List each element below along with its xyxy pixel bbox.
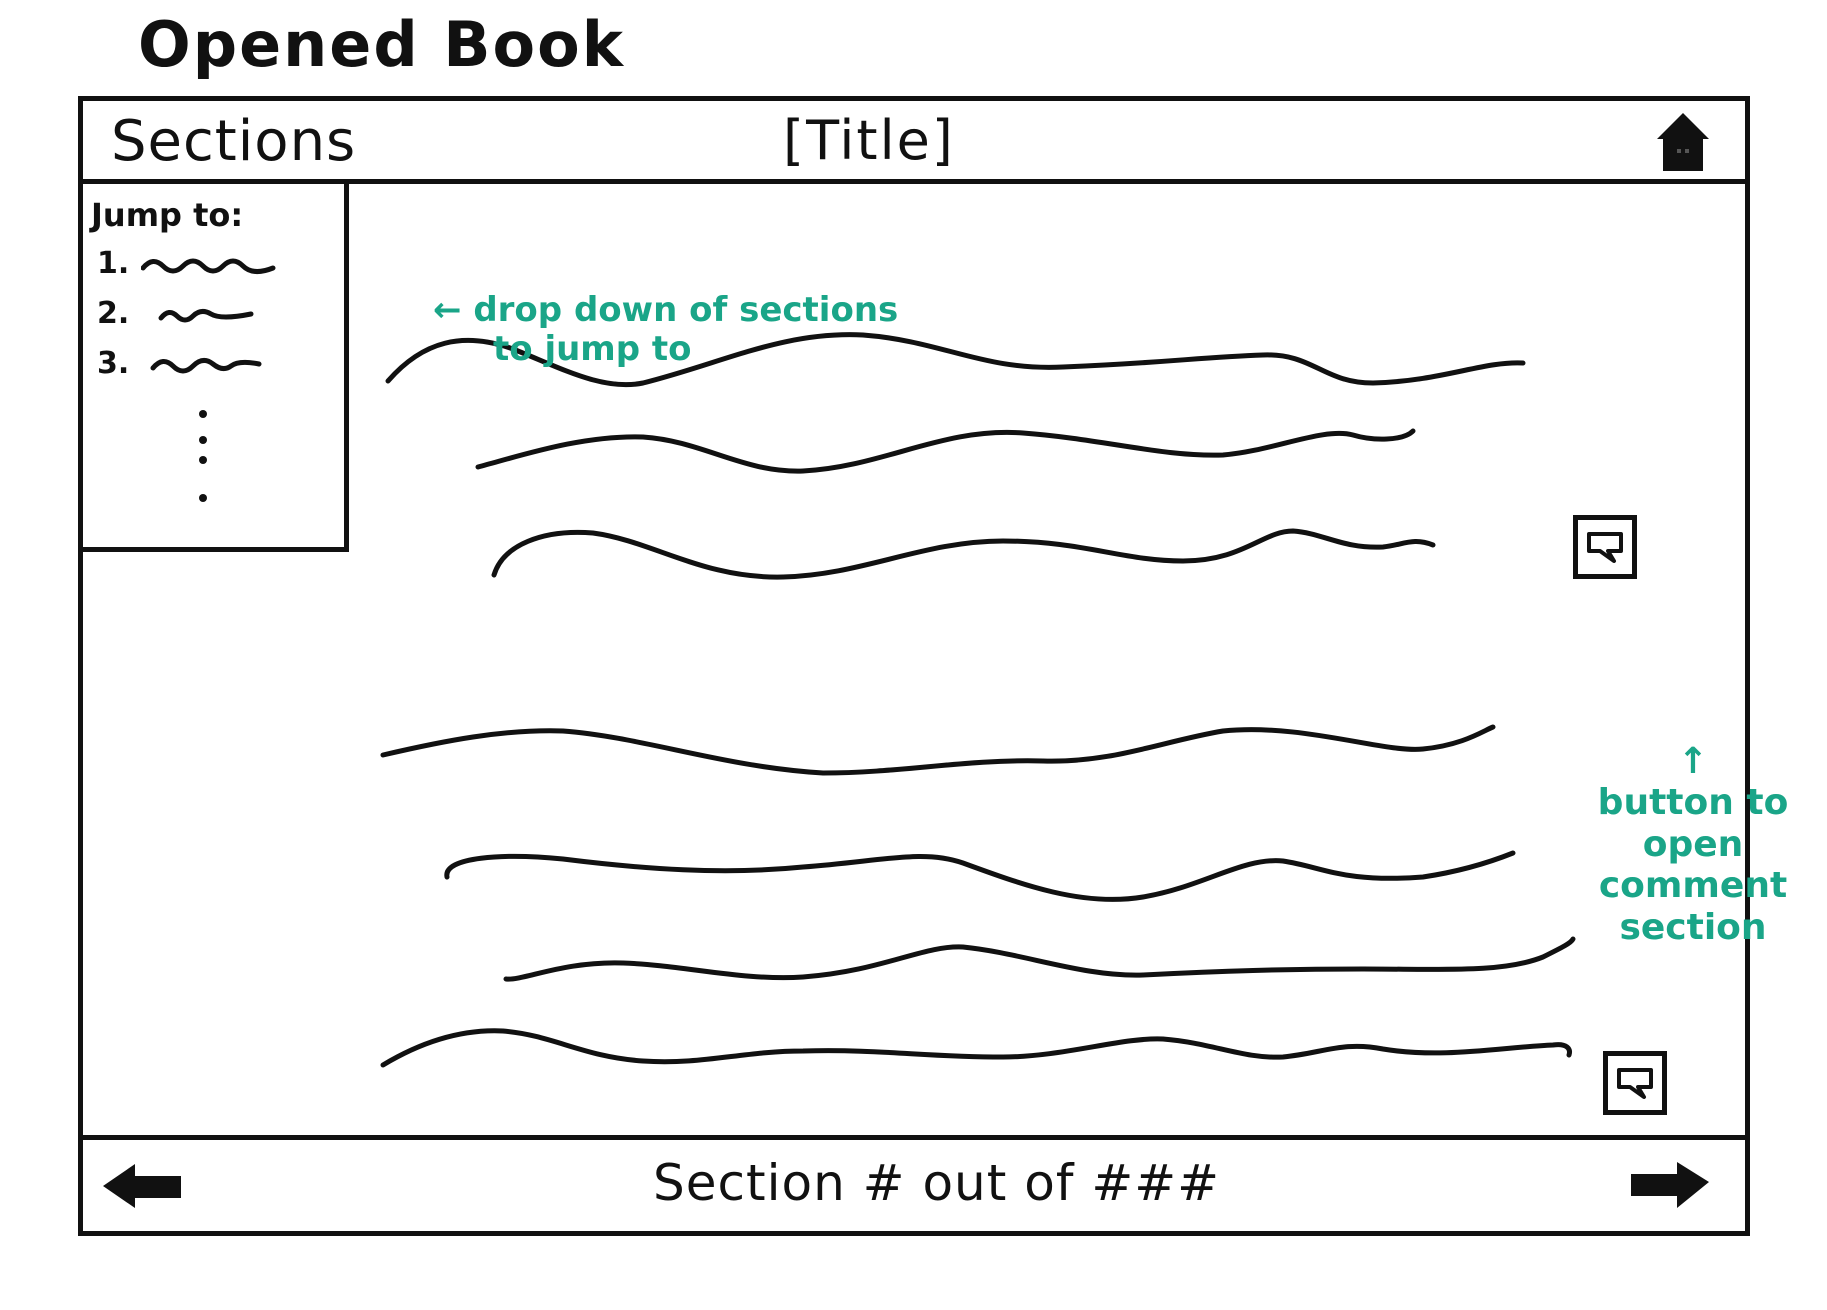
annotation-arrow: ↑ — [1677, 741, 1709, 782]
dropdown-annotation: ← drop down of sections to jump to — [433, 290, 899, 370]
header-bar: Sections [Title] — [83, 101, 1745, 184]
page-text-placeholder — [380, 332, 1576, 1068]
page-title: Opened Book — [138, 8, 625, 81]
book-window: Sections [Title] Jump to: 1. 2. 3. — [78, 96, 1788, 1236]
sections-menu-button[interactable]: Sections — [111, 109, 357, 174]
jump-item-number: 2. — [97, 296, 130, 331]
next-section-button[interactable] — [1627, 1160, 1711, 1212]
jump-item-2[interactable]: 2. — [97, 296, 317, 340]
arrow-left-icon — [103, 1164, 181, 1208]
squiggle-placeholder-icon — [158, 308, 254, 323]
annotation-line: to jump to — [493, 329, 692, 370]
home-icon — [1657, 113, 1709, 171]
text-line — [475, 428, 1416, 474]
sections-dropdown: Jump to: 1. 2. 3. — [83, 184, 349, 552]
jump-item-number: 3. — [97, 346, 130, 381]
annotation-line: comment — [1598, 865, 1788, 907]
more-items-indicator — [199, 410, 207, 502]
footer-bar: Section # out of ### — [83, 1135, 1745, 1231]
annotation-line: section — [1619, 906, 1767, 948]
previous-section-button[interactable] — [101, 1160, 185, 1212]
text-line — [491, 528, 1436, 580]
jump-item-1[interactable]: 1. — [97, 246, 317, 290]
jump-item-number: 1. — [97, 246, 130, 281]
text-line — [503, 936, 1576, 982]
annotation-line: open — [1642, 823, 1744, 865]
jump-to-label: Jump to: — [91, 196, 244, 234]
text-line — [444, 850, 1516, 902]
open-comments-button[interactable] — [1603, 1051, 1667, 1115]
home-button[interactable] — [1655, 111, 1711, 173]
jump-item-3[interactable]: 3. — [97, 346, 317, 390]
comment-icon — [1617, 1068, 1653, 1099]
squiggle-placeholder-icon — [150, 358, 262, 374]
text-line — [380, 724, 1496, 776]
annotation-line: ← drop down of sections — [433, 290, 899, 330]
comment-icon — [1587, 532, 1623, 563]
book-title: [Title] — [783, 109, 955, 172]
open-comments-button[interactable] — [1573, 515, 1637, 579]
squiggle-placeholder-icon — [141, 258, 276, 274]
text-line — [380, 1028, 1572, 1068]
annotation-line: button to — [1597, 782, 1789, 824]
section-counter: Section # out of ### — [653, 1154, 1220, 1212]
arrow-right-icon — [1631, 1162, 1709, 1208]
text-line — [385, 332, 1526, 388]
comment-button-annotation: ↑ button to open comment section — [1583, 741, 1803, 948]
